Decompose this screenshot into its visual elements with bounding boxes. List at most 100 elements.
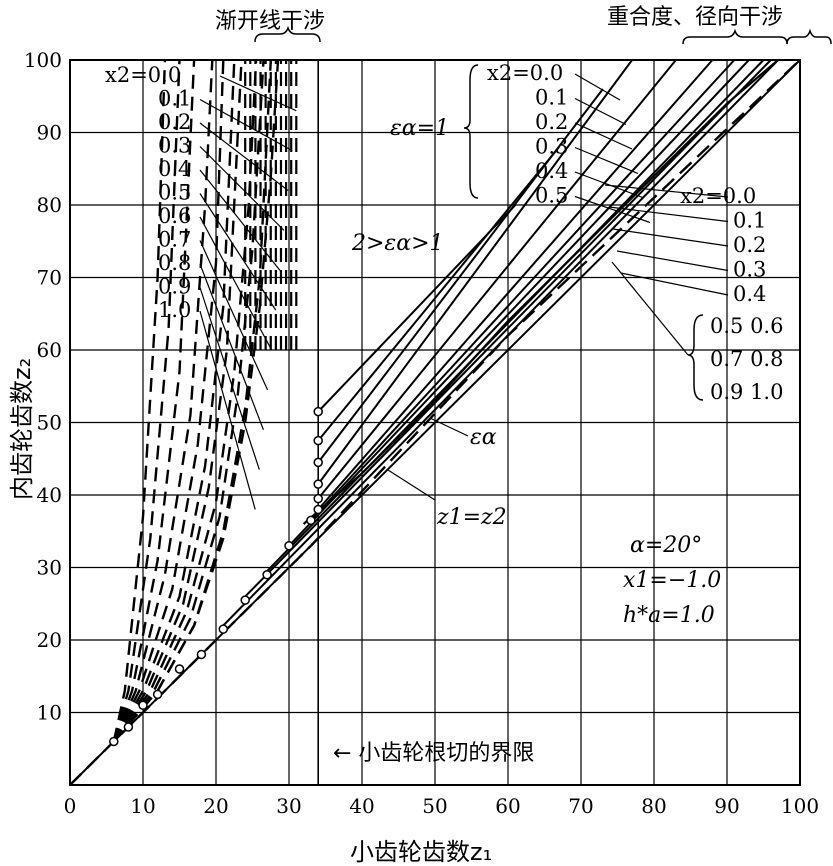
contact-ratio-line: [317, 59, 677, 500]
x-tick-label: 50: [422, 794, 447, 818]
left-x2-label: 0.7: [158, 228, 191, 252]
circle-marker: [218, 624, 229, 634]
epsilon-curve-label: εα: [470, 425, 497, 450]
equal-teeth-leader: [387, 469, 436, 501]
left-leader-line: [199, 263, 264, 430]
left-x2-label: 0.2: [158, 110, 191, 134]
mid-leader-line: [574, 195, 651, 224]
mid-leader-line: [574, 97, 627, 126]
y-tick-label: 30: [37, 556, 62, 580]
x-tick-label: 40: [349, 794, 374, 818]
circle-marker: [313, 493, 323, 504]
mid-x2-label: 0.4: [535, 159, 568, 183]
interference-curve: [112, 59, 196, 742]
right-group-label: 0.5 0.6: [710, 314, 783, 338]
annotations: x2=0.00.10.20.30.40.50.60.70.80.91.0x2=0…: [105, 25, 832, 510]
y-tick-label: 100: [24, 48, 62, 72]
right-x2-label: 0.4: [733, 282, 766, 306]
right-x2-label: 0.3: [733, 258, 766, 282]
grid: [69, 59, 801, 786]
x-axis-label: 小齿轮齿数z₁: [350, 838, 492, 866]
interference-curve: [112, 59, 167, 742]
left-x2-label: x2=0.0: [105, 63, 181, 87]
param-ha: h*a=1.0: [623, 603, 715, 628]
mid-x2-label: 0.1: [535, 86, 568, 110]
left-leader-line: [199, 122, 289, 191]
contact-ratio-line: [244, 59, 772, 598]
region-label-contact: 重合度、径向干涉: [607, 5, 783, 30]
x-tick-label: 70: [568, 794, 593, 818]
contact-ratio-line: [317, 59, 633, 485]
circle-marker: [262, 570, 272, 580]
equal-teeth-line: [69, 59, 801, 786]
circle-marker: [306, 515, 316, 526]
interference-curve: [112, 59, 265, 743]
circle-marker: [313, 435, 323, 446]
circle-marker: [313, 479, 323, 489]
circle-marker: [174, 664, 185, 674]
interference-curve: [112, 59, 272, 743]
interference-curve: [112, 59, 243, 743]
interference-curve: [112, 59, 225, 743]
y-tick-label: 20: [37, 628, 62, 652]
circle-marker: [138, 700, 148, 710]
left-leader-line: [199, 310, 256, 510]
x-tick-label: 0: [64, 794, 77, 818]
right-leader-line: [616, 250, 729, 272]
left-leader-line: [219, 75, 297, 112]
contact-ratio-line: [266, 59, 765, 572]
y-tick-label: 90: [37, 121, 62, 145]
epsilon-one-label: εα=1: [390, 116, 449, 141]
tick-labels: 0 10 20 30 40 50 60 70 80 90 100 10 20 30 40 50 60 70 80 90…: [24, 48, 819, 818]
circle-marker: [240, 595, 250, 605]
circle-marker: [109, 736, 119, 747]
circle-marker: [196, 649, 207, 660]
interference-curve: [112, 59, 258, 743]
equal-teeth-label: z1=z2: [436, 505, 507, 530]
epsilon-one-brace: [463, 64, 479, 199]
epsilon-leader: [429, 417, 469, 437]
left-x2-label: 0.9: [158, 275, 191, 299]
x-tick-label: 10: [130, 794, 155, 818]
left-leader-line: [199, 146, 285, 231]
circle-marker: [313, 457, 323, 468]
contact-ratio-line: [317, 88, 604, 463]
mid-x2-label: x2=0.0: [487, 61, 563, 85]
interference-curve: [112, 59, 280, 743]
region-label-involute: 渐开线干涉: [215, 9, 325, 34]
contact-ratio-line: [310, 59, 736, 522]
left-leader-line: [199, 193, 277, 311]
contact-ratio-line: [288, 59, 750, 547]
interference-curve: [112, 59, 181, 742]
right-group-label: 0.9 1.0: [710, 380, 783, 404]
right-leader-line: [620, 272, 729, 296]
left-x2-label: 0.6: [158, 204, 191, 228]
y-tick-label: 70: [37, 266, 62, 290]
left-leader-line: [199, 98, 293, 152]
x-tick-label: 20: [203, 794, 228, 818]
x-tick-label: 90: [714, 794, 739, 818]
left-x2-label: 0.8: [158, 251, 191, 275]
undercut-limit-label: ← 小齿轮根切的界限: [333, 741, 534, 766]
right-group-label: 0.7 0.8: [710, 347, 783, 371]
y-tick-label: 10: [37, 701, 62, 725]
mid-leader-line: [574, 146, 639, 175]
left-x2-label: 1.0: [158, 298, 191, 322]
y-tick-label: 50: [37, 411, 62, 435]
y-axis-label: 内齿轮齿数z₂: [8, 358, 36, 500]
left-leader-line: [199, 169, 281, 271]
interference-curve: [112, 59, 214, 742]
right-x2-label: 0.2: [733, 233, 766, 257]
circle-marker: [152, 689, 163, 700]
contact-brace: [682, 28, 788, 45]
right-x2-label: 0.1: [733, 209, 766, 233]
param-alpha: α=20°: [630, 533, 702, 558]
mid-x2-label: 0.2: [535, 110, 568, 134]
left-leader-line: [199, 287, 260, 470]
mid-leader-line: [574, 73, 621, 101]
left-x2-label: 0.4: [158, 157, 191, 181]
left-x2-label: 0.1: [158, 87, 191, 111]
param-x1: x1=−1.0: [623, 568, 721, 593]
mid-x2-label: 0.5: [535, 184, 568, 208]
